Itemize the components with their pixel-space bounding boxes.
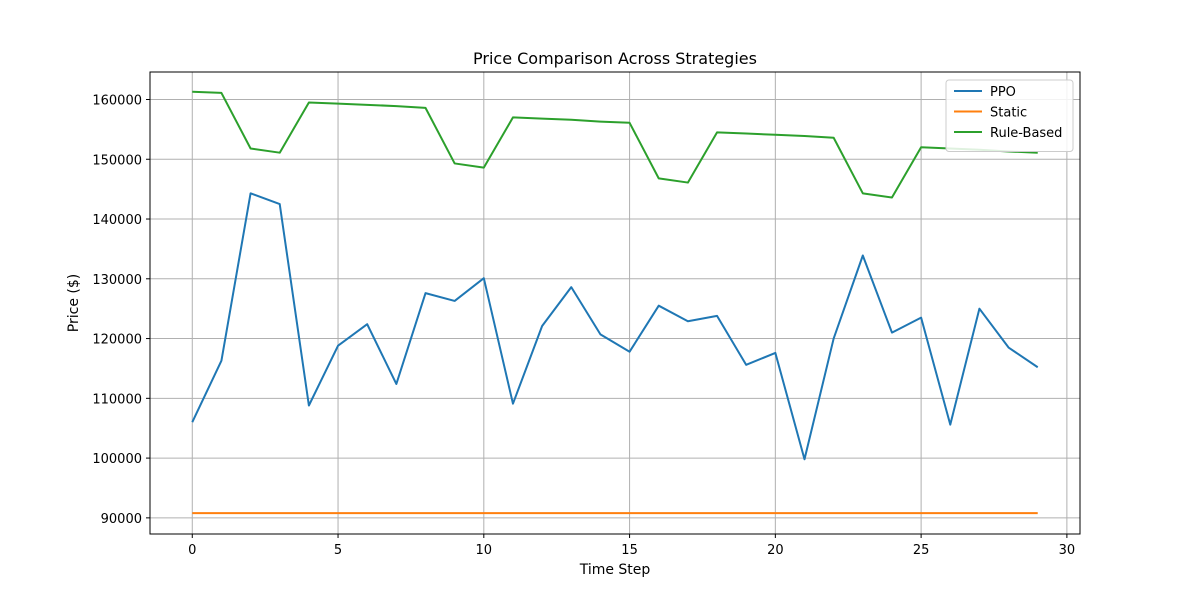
y-tick-label: 140000 xyxy=(92,213,142,228)
legend-box xyxy=(945,79,1074,152)
legend-label-static: Static xyxy=(990,106,1027,121)
y-tick-label: 110000 xyxy=(92,392,142,407)
y-tick-label: 120000 xyxy=(92,333,142,348)
plot-frame xyxy=(149,71,1081,535)
x-tick-label: 0 xyxy=(188,543,196,558)
y-tick-label: 130000 xyxy=(92,273,142,288)
x-tick-label: 5 xyxy=(334,543,342,558)
series-line-ppo xyxy=(191,192,1039,461)
series-lines xyxy=(191,90,1039,515)
y-tick-label: 100000 xyxy=(92,452,142,467)
x-tick-label: 20 xyxy=(767,543,784,558)
x-tick-label: 25 xyxy=(913,543,930,558)
y-tick-label: 90000 xyxy=(101,512,142,527)
axis-ticks: 0 5 10 15 20 25 30 90000 100000 110000 120000 13000… xyxy=(92,93,1075,558)
y-tick-label: 160000 xyxy=(92,93,142,108)
y-tick-label: 150000 xyxy=(92,153,142,168)
x-axis-label: Time Step xyxy=(579,562,651,578)
chart-title: Price Comparison Across Strategies xyxy=(473,49,757,68)
x-tick-label: 30 xyxy=(1059,543,1076,558)
y-axis-label: Price ($) xyxy=(66,274,82,332)
grid xyxy=(150,72,1080,534)
x-tick-label: 15 xyxy=(621,543,638,558)
legend-label-rule-based: Rule-Based xyxy=(990,126,1062,141)
x-tick-label: 10 xyxy=(476,543,493,558)
series-line-rule-based xyxy=(192,90,1038,199)
legend-label-ppo: PPO xyxy=(990,85,1016,100)
legend: PPO Static Rule-Based xyxy=(945,79,1074,152)
